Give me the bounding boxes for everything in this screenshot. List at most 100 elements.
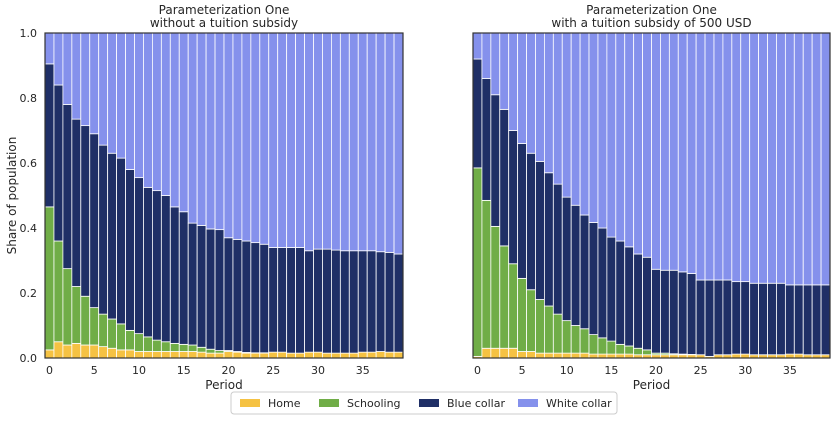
bar-schooling <box>616 344 625 354</box>
bar-home <box>224 352 233 359</box>
bar-blue-collar <box>598 228 607 338</box>
bar-blue-collar <box>394 254 403 352</box>
legend-swatch <box>319 399 339 407</box>
bar-blue-collar <box>669 270 678 354</box>
bar-home <box>126 350 135 358</box>
bar-schooling <box>634 348 643 355</box>
x-tick-label: 25 <box>694 364 708 377</box>
bar-home <box>54 342 63 358</box>
bar-white-collar <box>509 33 518 131</box>
legend-label: White collar <box>546 397 612 410</box>
bar-blue-collar <box>331 250 340 353</box>
bar-white-collar <box>714 33 723 280</box>
bar-white-collar <box>367 33 376 251</box>
bar-blue-collar <box>634 254 643 348</box>
x-tick-label: 25 <box>266 364 280 377</box>
legend-swatch <box>419 399 439 407</box>
bar-blue-collar <box>750 283 759 355</box>
y-axis-label: Share of population <box>5 137 19 255</box>
bar-blue-collar <box>607 237 616 341</box>
bar-white-collar <box>821 33 830 285</box>
bar-home <box>394 352 403 358</box>
bar-schooling <box>598 338 607 354</box>
bar-home <box>544 353 553 358</box>
x-tick-label: 20 <box>649 364 663 377</box>
bar-schooling <box>562 321 571 354</box>
bar-schooling <box>482 200 491 348</box>
bar-schooling <box>518 278 527 351</box>
bar-schooling <box>99 314 108 347</box>
bar-home <box>376 352 385 359</box>
legend-label: Schooling <box>347 397 401 410</box>
bar-white-collar <box>233 33 242 239</box>
bar-white-collar <box>812 33 821 285</box>
bar-blue-collar <box>367 251 376 352</box>
bar-white-collar <box>260 33 269 244</box>
bar-schooling <box>179 344 188 351</box>
bar-home <box>152 352 161 359</box>
bar-schooling <box>143 337 152 352</box>
bar-home <box>367 352 376 358</box>
bar-white-collar <box>803 33 812 285</box>
bar-white-collar <box>785 33 794 285</box>
bar-blue-collar <box>126 170 135 331</box>
bar-white-collar <box>660 33 669 270</box>
bar-white-collar <box>750 33 759 283</box>
bar-blue-collar <box>340 251 349 353</box>
bar-white-collar <box>776 33 785 283</box>
x-tick-label: 35 <box>783 364 797 377</box>
bar-white-collar <box>215 33 224 230</box>
bar-blue-collar <box>188 223 197 345</box>
x-tick-label: 0 <box>474 364 481 377</box>
bar-blue-collar <box>696 280 705 355</box>
bar-home <box>108 348 117 358</box>
bar-home <box>340 353 349 358</box>
bar-schooling <box>72 287 81 344</box>
bar-schooling <box>580 329 589 353</box>
bar-white-collar <box>108 33 117 153</box>
bar-white-collar <box>126 33 135 170</box>
bar-blue-collar <box>580 215 589 329</box>
bar-white-collar <box>45 33 54 64</box>
bar-schooling <box>544 306 553 353</box>
y-tick-label: 0.8 <box>20 92 38 105</box>
bar-blue-collar <box>90 134 99 308</box>
bar-white-collar <box>705 33 714 280</box>
bar-schooling <box>553 314 562 353</box>
legend-label: Blue collar <box>447 397 505 410</box>
bar-schooling <box>491 226 500 348</box>
y-tick-label: 0.4 <box>20 222 38 235</box>
bar-blue-collar <box>296 248 305 354</box>
panel-title: Parameterization One <box>586 3 717 17</box>
bar-blue-collar <box>215 230 224 351</box>
bar-schooling <box>197 347 206 352</box>
bar-blue-collar <box>616 241 625 344</box>
bar-schooling <box>473 168 482 357</box>
bar-schooling <box>571 326 580 354</box>
bar-home <box>562 353 571 358</box>
x-axis-label: Period <box>205 378 242 392</box>
bar-home <box>161 352 170 359</box>
bar-white-collar <box>135 33 144 178</box>
bar-white-collar <box>562 33 571 197</box>
bar-home <box>188 352 197 359</box>
bar-home <box>287 353 296 358</box>
legend-swatch <box>240 399 260 407</box>
bar-blue-collar <box>358 251 367 352</box>
y-tick-label: 1.0 <box>20 27 38 40</box>
bar-home <box>45 350 54 358</box>
bar-white-collar <box>696 33 705 280</box>
bar-blue-collar <box>544 173 553 306</box>
bar-schooling <box>54 241 63 342</box>
bar-white-collar <box>161 33 170 196</box>
bar-white-collar <box>90 33 99 134</box>
bar-white-collar <box>473 33 482 59</box>
bar-blue-collar <box>509 131 518 264</box>
bar-white-collar <box>314 33 323 249</box>
bar-schooling <box>126 330 135 350</box>
bar-white-collar <box>152 33 161 191</box>
x-tick-label: 5 <box>519 364 526 377</box>
bar-home <box>251 353 260 358</box>
